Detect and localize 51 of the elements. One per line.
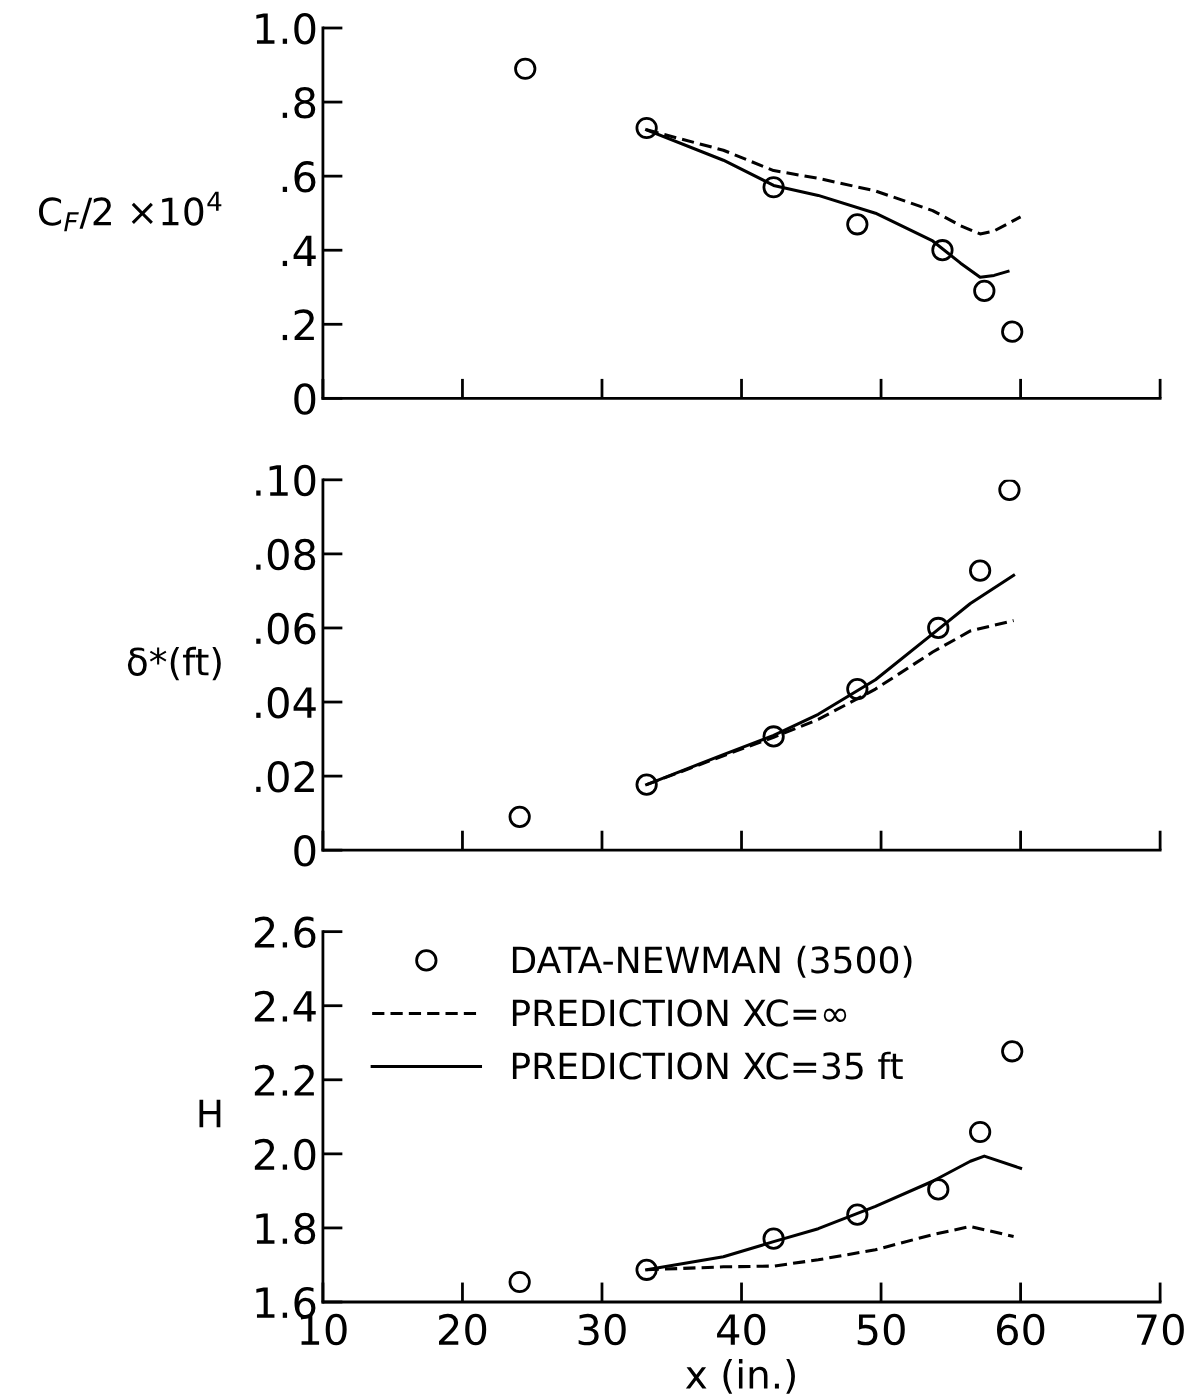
point [508, 805, 531, 828]
y-tick-label: .02 [256, 761, 314, 793]
point [635, 116, 658, 140]
y-tick-label: 1.8 [256, 1212, 316, 1245]
point [973, 279, 996, 303]
x-tick-label: 60 [996, 1313, 1045, 1346]
point [514, 57, 537, 80]
x-tick-label: 70 [1137, 1313, 1184, 1346]
point [931, 239, 954, 262]
point [762, 725, 785, 748]
point [1001, 320, 1024, 343]
y-axis-title: δ*(ft) [127, 646, 221, 681]
point [927, 1178, 950, 1201]
y-tick-label: 2.2 [254, 1064, 314, 1096]
point [846, 213, 869, 236]
point [927, 616, 950, 640]
y-tick-label: .2 [282, 309, 314, 341]
y-tick-label: 1.0 [256, 12, 316, 45]
legend-label: PREDICTION XC=35 ft [512, 1051, 903, 1080]
point [1001, 1040, 1024, 1063]
point [969, 559, 992, 582]
y-tick-label: .08 [256, 538, 316, 571]
point [998, 479, 1021, 501]
y-tick-label: .8 [282, 86, 316, 119]
point [762, 1227, 785, 1250]
y-axis-title: C$_{F}$/2 ×10$^{4}$ [39, 191, 222, 232]
point [846, 1203, 869, 1226]
y-tick-label: .04 [256, 686, 316, 719]
y-tick-label: 2.6 [254, 916, 316, 949]
y-tick-label: .10 [256, 464, 316, 497]
point [969, 1120, 992, 1144]
y-tick-label: 2.0 [254, 1138, 316, 1171]
y-axis-title: H [199, 1099, 221, 1128]
point [846, 677, 869, 701]
y-tick-label: 2.4 [254, 990, 316, 1022]
y-tick-label: .6 [282, 161, 316, 193]
x-tick-label: 40 [717, 1313, 766, 1346]
x-tick-label: 50 [857, 1313, 905, 1346]
x-tick-label: 20 [439, 1313, 487, 1346]
point [635, 1258, 658, 1281]
point [508, 1270, 531, 1294]
x-tick-label: 30 [578, 1313, 626, 1346]
legend-label: PREDICTION XC=∞ [512, 999, 847, 1027]
y-tick-label: .06 [256, 612, 316, 645]
y-tick-label: 0 [294, 383, 316, 415]
y-tick-label: .4 [282, 235, 316, 267]
x-axis-title: x (in.) [685, 1358, 795, 1394]
legend-label: DATA-NEWMAN (3500) [512, 945, 912, 978]
point [635, 773, 658, 796]
y-tick-label: 0 [294, 835, 316, 867]
point [762, 176, 785, 199]
